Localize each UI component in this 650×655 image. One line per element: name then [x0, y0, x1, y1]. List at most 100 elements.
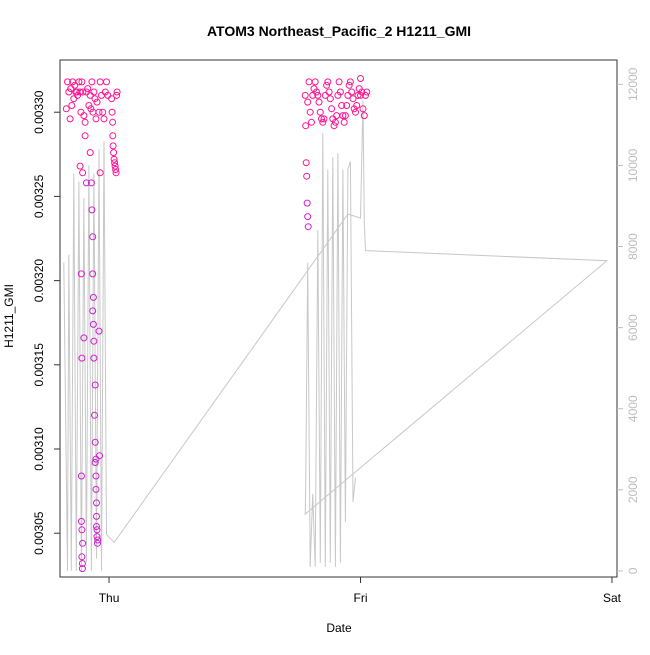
data-point [324, 78, 332, 86]
data-point [346, 78, 354, 86]
y-tick-label: 0.00330 [32, 90, 46, 134]
data-point [303, 199, 311, 207]
data-point [92, 472, 100, 480]
y-axis-label: H1211_GMI [2, 284, 16, 348]
data-point [90, 88, 98, 96]
data-point [305, 78, 313, 86]
data-point [81, 118, 89, 126]
data-point [86, 149, 94, 157]
data-point [330, 122, 338, 130]
data-point [109, 142, 117, 150]
data-point [301, 91, 309, 99]
data-point [345, 81, 353, 89]
data-point [348, 88, 356, 96]
x-axis: Thu Fri Sat [99, 577, 622, 605]
data-point [339, 112, 347, 120]
data-point [89, 307, 97, 315]
data-point [311, 78, 319, 86]
data-point [77, 270, 85, 278]
data-point [81, 132, 89, 140]
data-point [94, 536, 102, 544]
data-point [65, 88, 73, 96]
data-point [93, 523, 100, 530]
data-point [357, 75, 364, 82]
data-point [108, 95, 116, 103]
data-point [113, 88, 121, 96]
x-tick-label: Sat [603, 591, 622, 605]
data-point [319, 118, 327, 126]
data-point [89, 293, 97, 301]
data-point [66, 115, 74, 123]
data-point [96, 169, 104, 177]
data-point [103, 78, 110, 86]
data-point [89, 270, 97, 278]
data-point [357, 91, 364, 99]
y-tick-label: 0.00325 [32, 174, 46, 218]
data-point [79, 169, 87, 177]
data-point [64, 78, 71, 86]
data-point [88, 78, 96, 86]
data-point [76, 162, 84, 170]
data-point [333, 112, 341, 120]
data-point [91, 438, 99, 446]
data-point [70, 95, 78, 103]
data-point [111, 159, 119, 167]
data-point [359, 105, 367, 113]
data-point [328, 105, 336, 113]
data-point [316, 108, 324, 116]
x-tick-label: Fri [354, 591, 368, 605]
y-tick-label: 0.00305 [32, 511, 46, 555]
data-point [320, 115, 328, 123]
data-point [75, 78, 83, 86]
data-point [318, 115, 325, 123]
y2-tick-label: 10000 [626, 148, 640, 182]
data-point [110, 155, 118, 163]
data-point [112, 166, 120, 173]
data-point [77, 517, 85, 525]
data-point [82, 179, 90, 187]
data-point [341, 112, 349, 120]
y2-tick-label: 0 [626, 567, 640, 574]
y2-tick-label: 2000 [626, 476, 640, 503]
data-point [315, 98, 323, 106]
data-point [62, 105, 70, 113]
data-point [96, 78, 104, 86]
scatter-points-layer [62, 75, 371, 573]
data-point [92, 485, 100, 493]
data-point [90, 354, 98, 362]
y-tick-label: 0.00315 [32, 343, 46, 387]
data-point [78, 354, 86, 362]
y-tick-label: 0.00320 [32, 259, 46, 303]
data-point [303, 172, 311, 180]
data-point [109, 132, 117, 140]
data-point [87, 179, 95, 187]
data-point [100, 115, 108, 123]
data-point [352, 108, 359, 116]
data-point [91, 95, 99, 103]
y2-tick-label: 6000 [626, 314, 640, 341]
data-point [91, 459, 99, 466]
data-point [331, 118, 339, 126]
data-point [314, 91, 322, 99]
data-point [335, 78, 343, 86]
data-point [112, 169, 120, 177]
data-point [77, 472, 85, 480]
data-point [78, 526, 86, 534]
y2-tick-label: 4000 [626, 395, 640, 422]
data-point [363, 88, 371, 96]
x-tick-label: Thu [99, 591, 120, 605]
data-point [313, 88, 320, 96]
data-point [362, 91, 369, 99]
y2-tick-label: 8000 [626, 233, 640, 260]
data-point [95, 108, 103, 116]
data-point [78, 553, 86, 561]
data-point [302, 122, 310, 130]
data-point [340, 118, 348, 126]
data-point [90, 337, 98, 345]
data-point [336, 88, 344, 96]
data-point [96, 452, 103, 460]
data-point [353, 102, 361, 109]
data-point [304, 213, 312, 221]
data-point [111, 162, 119, 170]
